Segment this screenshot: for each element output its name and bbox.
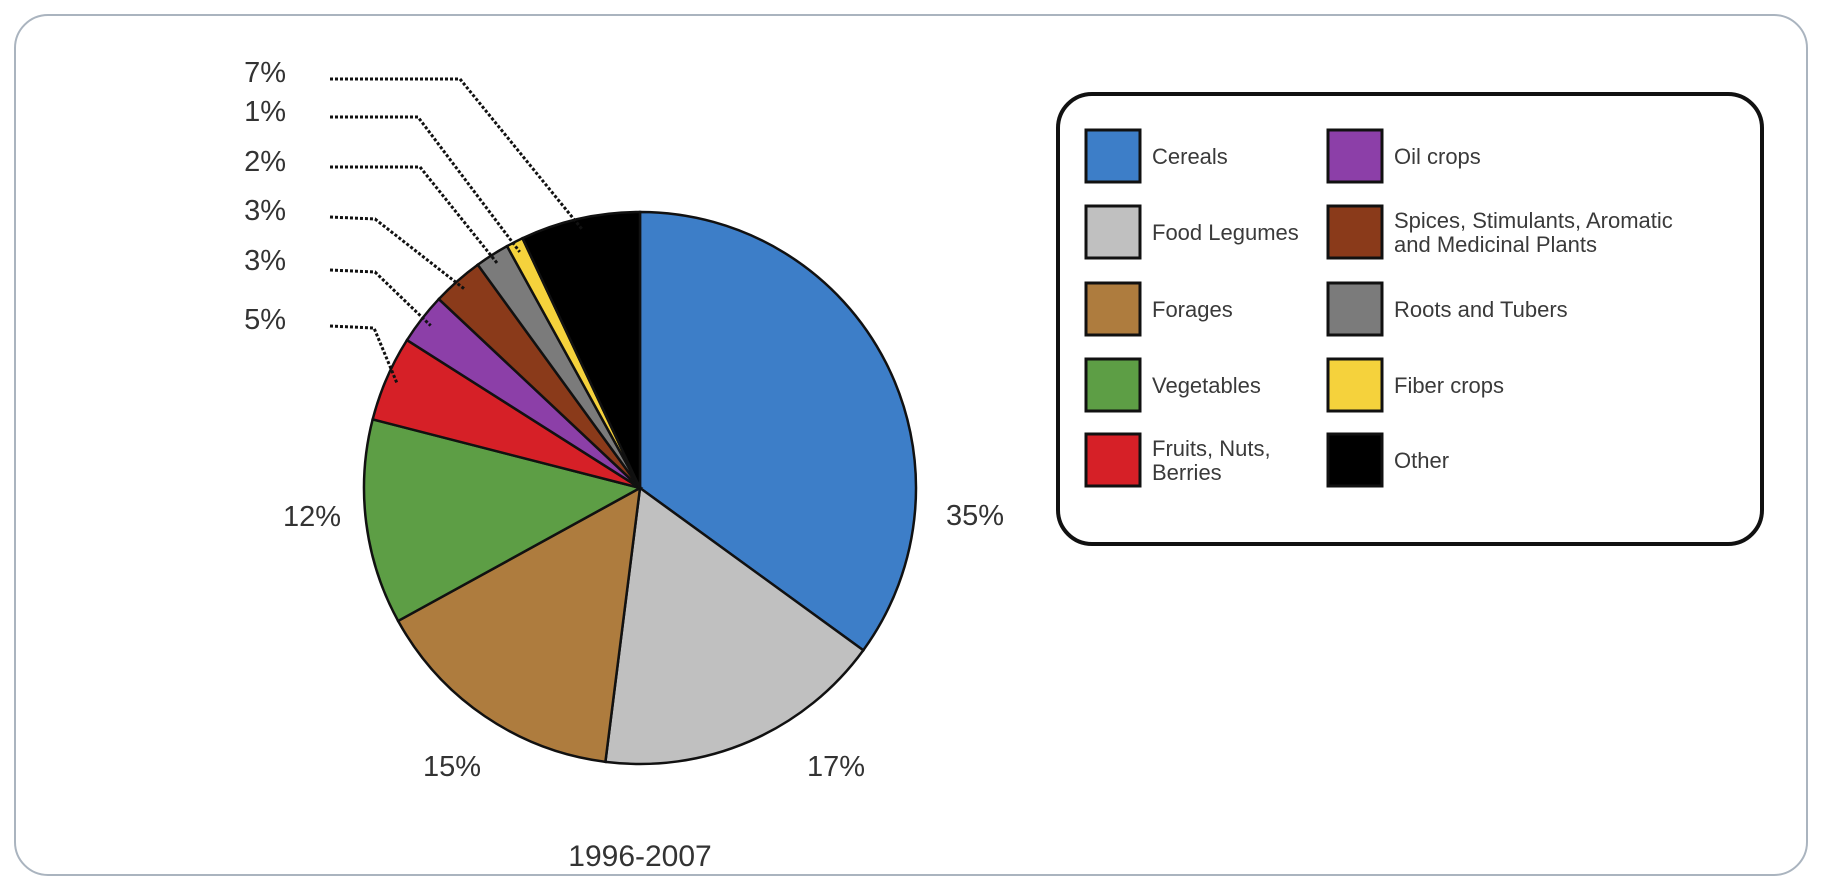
leader-line-oil-crops	[329, 268, 432, 327]
slice-label-food-legumes: 17%	[807, 751, 865, 783]
pie-slice-forages	[396, 485, 642, 764]
leader-line-fiber-crops	[330, 115, 521, 253]
slice-label-fiber-crops: 1%	[244, 96, 286, 128]
legend-label-spices-stimulants-aromatic-and-medicinal-plants: Spices, Stimulants, Aromatic and Medicina…	[1394, 208, 1673, 257]
leader-line-spices-stimulants-aromatic-and-medicinal-plants	[329, 215, 466, 291]
legend-swatch-cereals	[1084, 128, 1142, 184]
legend-swatch-vegetables	[1084, 357, 1142, 413]
legend-label-fiber-crops: Fiber crops	[1394, 373, 1504, 398]
legend-swatch-food-legumes	[1084, 204, 1142, 260]
legend-box	[1056, 92, 1764, 546]
legend-label-food-legumes: Food Legumes	[1152, 220, 1299, 245]
slice-label-cereals: 35%	[946, 500, 1004, 532]
legend-label-vegetables: Vegetables	[1152, 373, 1261, 398]
slice-label-oil-crops: 3%	[244, 245, 286, 277]
leader-line-fruits-nuts-berries	[329, 324, 399, 384]
legend-swatch-fruits-nuts-berries	[1084, 432, 1142, 488]
slice-label-forages: 15%	[423, 751, 481, 783]
slice-label-vegetables: 12%	[283, 501, 341, 533]
pie-slice-food-legumes	[604, 485, 866, 766]
pie-slices	[362, 210, 918, 766]
pie-slice-other	[520, 210, 642, 489]
legend: Cereals Food Legumes Forages Vegetables Frui…	[1084, 128, 1673, 488]
leader-lines	[329, 77, 584, 384]
legend-label-other: Other	[1394, 448, 1449, 473]
legend-label-oil-crops: Oil crops	[1394, 144, 1481, 169]
legend-label-cereals: Cereals	[1152, 144, 1228, 169]
pie-slice-cereals	[638, 210, 918, 652]
slice-labels: 35% 17% 15% 12% 5% 3% 3% 2% 1% 7%	[244, 57, 1004, 783]
legend-label-fruits-nuts-berries: Fruits, Nuts, Berries	[1152, 436, 1271, 485]
legend-swatch-fiber-crops	[1326, 357, 1384, 413]
slice-label-fruits-nuts-berries: 5%	[244, 304, 286, 336]
legend-swatch-other	[1326, 432, 1384, 488]
leader-line-other	[330, 77, 584, 231]
slice-label-roots-and-tubers: 2%	[244, 146, 286, 178]
leader-line-roots-and-tubers	[330, 165, 500, 266]
legend-label-forages: Forages	[1152, 297, 1233, 322]
legend-swatch-forages	[1084, 281, 1142, 337]
pie-slice-vegetables	[362, 417, 644, 623]
legend-swatch-oil-crops	[1326, 128, 1384, 184]
slice-label-other: 7%	[244, 57, 286, 89]
legend-swatch-spices-stimulants-aromatic-and-medicinal-plants	[1326, 204, 1384, 260]
chart-caption: 1996-2007	[568, 840, 711, 873]
slice-label-spices-stimulants-aromatic-and-medicinal-plants: 3%	[244, 195, 286, 227]
legend-swatch-roots-and-tubers	[1326, 281, 1384, 337]
legend-label-roots-and-tubers: Roots and Tubers	[1394, 297, 1568, 322]
chart-frame	[14, 14, 1808, 876]
